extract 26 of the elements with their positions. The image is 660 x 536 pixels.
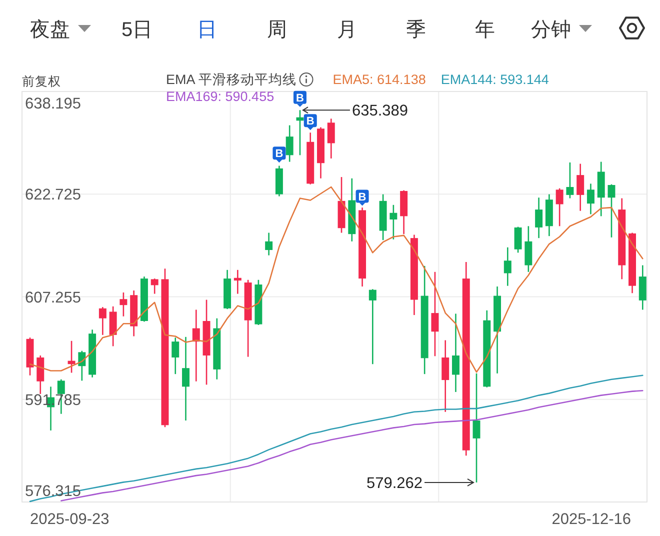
text: 5日 — [121, 19, 153, 41]
text: 2025-12-16 — [552, 511, 631, 528]
data-label: B — [275, 148, 284, 160]
annotation: 635.389 — [352, 102, 408, 120]
text: 周 — [267, 19, 287, 41]
text: 月 — [337, 19, 357, 41]
point: B — [304, 114, 317, 130]
legend-title: EMA 平滑移动平均线 — [166, 72, 296, 87]
y-axis-title: 前复权 — [22, 74, 61, 88]
data-label: B — [296, 92, 304, 104]
legend: EMA169: 590.455 — [166, 89, 274, 104]
y-tick-label: 607.255 — [25, 289, 82, 306]
legend: EMA 平滑移动平均线 EMA5: 614.138 EMA144: 593.144 — [166, 72, 549, 87]
text: 季 — [406, 19, 426, 41]
text: 日 — [197, 19, 217, 41]
text: 分钟 — [531, 19, 571, 41]
data-label: B — [306, 116, 314, 128]
text: 年 — [475, 19, 495, 41]
data-label: B — [358, 191, 366, 204]
y-tick-label: 638.195 — [25, 96, 82, 112]
point: B — [272, 146, 286, 163]
y-tick-label: 576.315 — [25, 483, 82, 500]
text: 2025-09-23 — [30, 511, 110, 528]
text: 夜盘 — [30, 19, 70, 41]
annotation: 579.262 — [366, 474, 422, 492]
y-tick-label: 622.725 — [25, 186, 82, 204]
